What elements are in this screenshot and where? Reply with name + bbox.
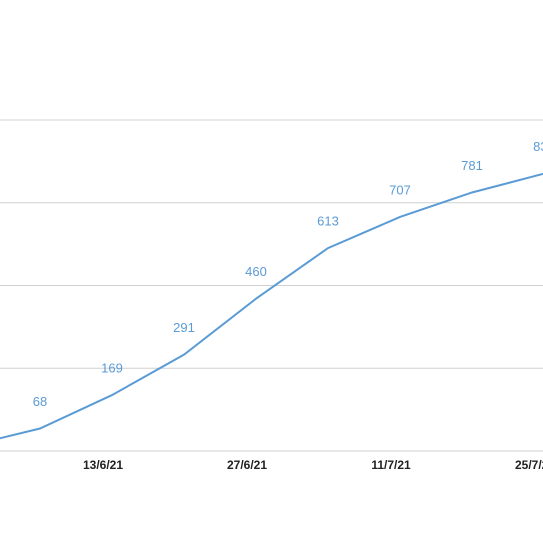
x-tick-label: 13/6/21 [83,458,123,472]
line [0,172,543,440]
data-label: 613 [317,214,339,229]
x-tick-label: 27/6/21 [227,458,267,472]
data-label: 460 [245,264,267,279]
x-tick-label: 25/7/21 [515,458,543,472]
data-label: 291 [173,320,195,335]
x-tick-label: 11/7/21 [371,458,411,472]
data-label: 838 [533,139,543,154]
data-label: 781 [461,158,483,173]
data-label: 707 [389,182,411,197]
data-label: 169 [101,360,123,375]
data-label: 68 [33,394,47,409]
